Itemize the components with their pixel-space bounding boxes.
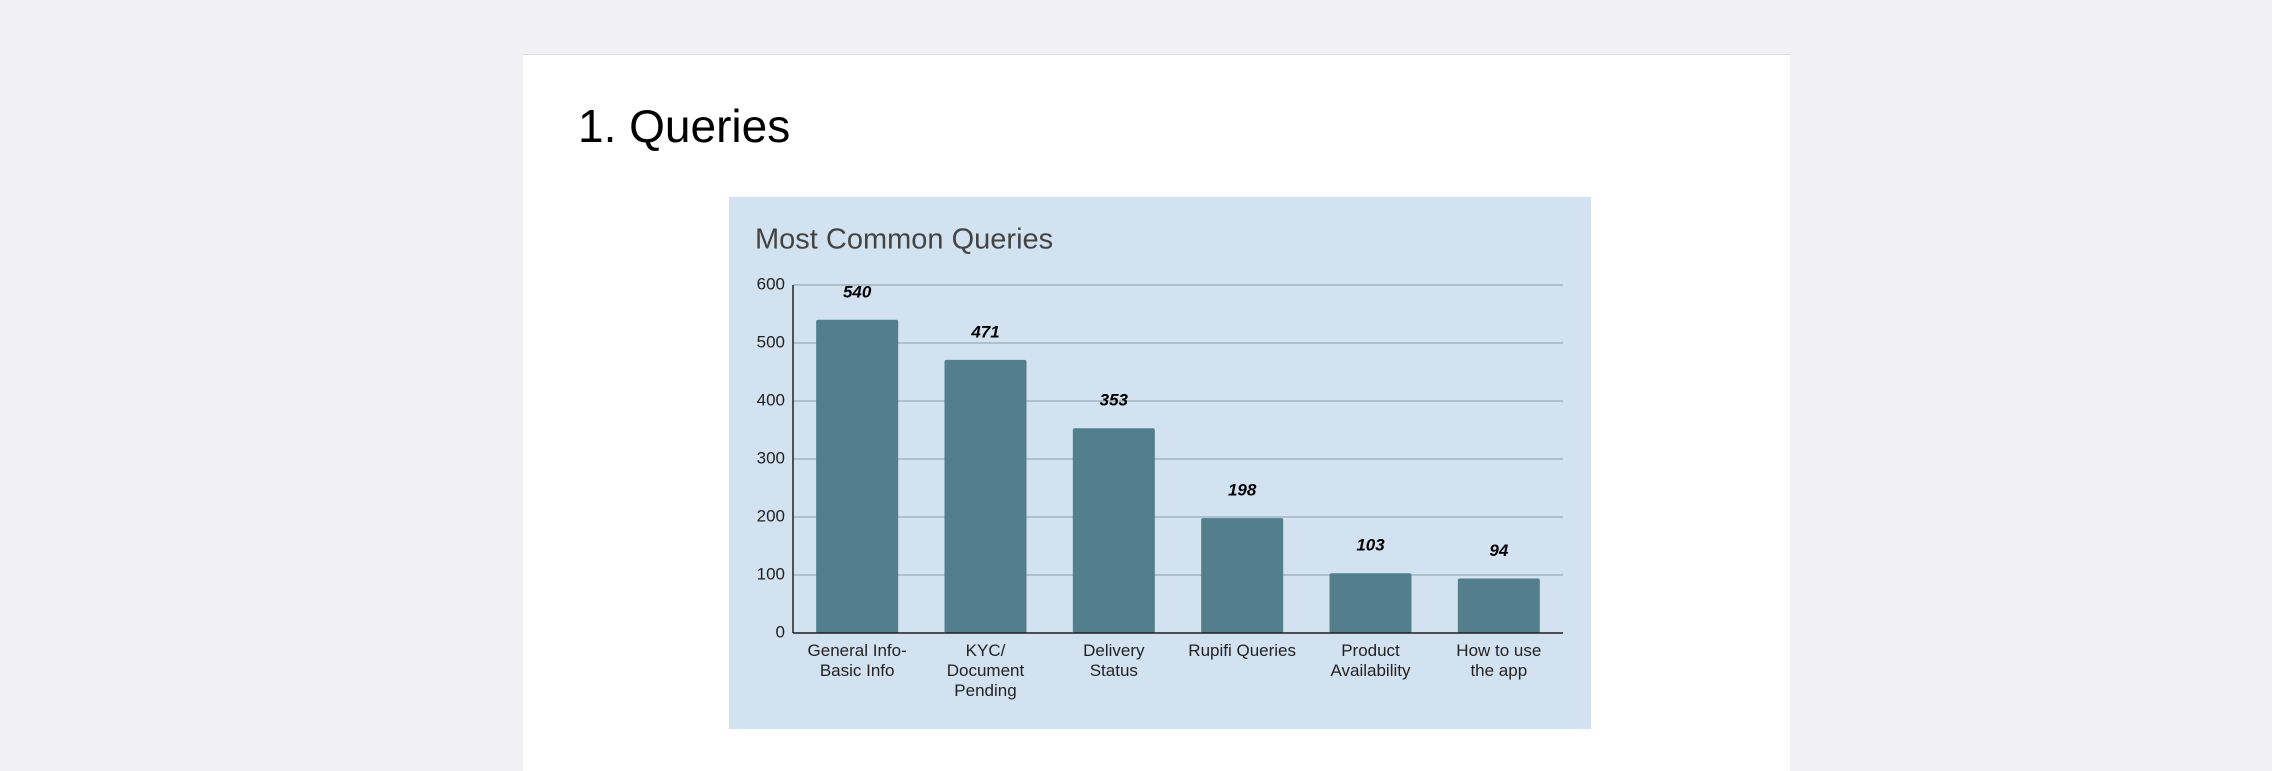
chart: Most Common Queries 0 100 200 300 400 500 600 5… [729, 197, 1591, 729]
y-tick-label: 100 [757, 564, 785, 583]
bar [1201, 518, 1284, 633]
bar [944, 359, 1027, 633]
x-tick-label: Delivery Status [1083, 641, 1145, 680]
chart-title: Most Common Queries [755, 224, 1053, 256]
x-tick-label: Rupifi Queries [1188, 641, 1297, 660]
x-tick-label-box: General Info- Basic Info [807, 641, 907, 680]
data-label: 103 [1356, 536, 1385, 555]
x-tick-label-box: Delivery Status [1083, 641, 1145, 680]
x-tick-label: General Info- Basic Info [807, 641, 907, 680]
heading: 1. Queries [578, 100, 791, 152]
bar [816, 319, 899, 633]
y-tick-label: 600 [757, 274, 785, 293]
x-tick-label-box: Product Availability [1330, 641, 1411, 680]
y-tick-label: 500 [757, 332, 785, 351]
x-tick-label-box: How to use the app [1456, 641, 1542, 680]
data-label: 198 [1228, 481, 1257, 500]
y-tick-label: 200 [757, 506, 785, 525]
y-tick-label: 400 [757, 390, 785, 409]
data-label: 94 [1489, 541, 1508, 560]
x-tick-label: How to use the app [1456, 641, 1542, 680]
y-tick-label: 0 [776, 622, 785, 641]
data-label: 471 [970, 322, 999, 341]
y-tick-label: 300 [757, 448, 785, 467]
bar [1457, 578, 1540, 633]
data-label: 540 [843, 282, 872, 301]
bar [1072, 428, 1155, 633]
bar [1329, 573, 1412, 633]
x-tick-label: KYC/ Document Pending [946, 641, 1025, 700]
data-label: 353 [1100, 391, 1129, 410]
x-tick-label: Product Availability [1330, 641, 1411, 680]
x-tick-label-box: KYC/ Document Pending [946, 641, 1025, 700]
x-tick-label-box: Rupifi Queries [1188, 641, 1297, 660]
